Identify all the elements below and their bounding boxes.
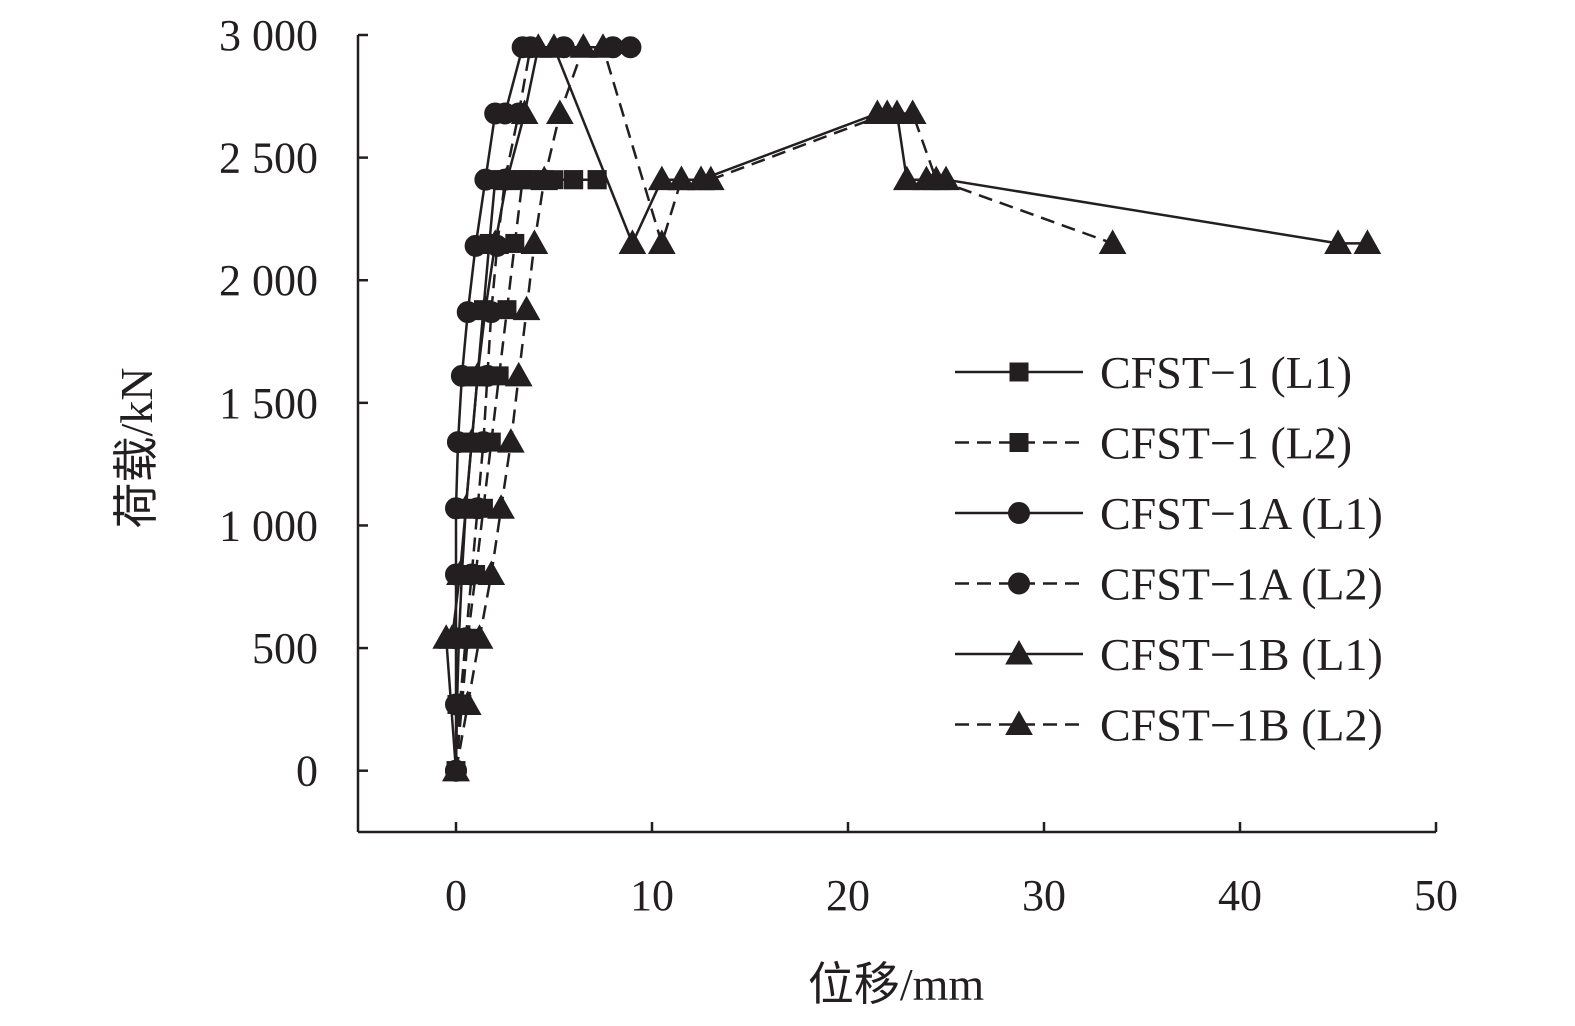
y-axis-title: 荷载/kN [111,368,162,529]
legend-marker [1009,362,1029,382]
legend-label: CFST−1A (L1) [1100,488,1383,539]
data-point [569,33,598,58]
data-point [922,165,951,191]
data-point [696,165,725,191]
data-point [457,428,486,453]
legend-label: CFST−1B (L1) [1100,629,1383,680]
y-axis: 0 500 1 000 1 500 2 000 2 500 3 000 [219,11,368,832]
data-point [647,165,676,191]
y-tick-label: 1 000 [219,501,318,550]
legend: CFST−1 (L1) CFST−1 (L2) CFST−1A (L1) CFST−1… [955,347,1383,751]
data-point [546,99,574,124]
y-tick-label: 500 [252,624,318,673]
data-point [505,233,525,253]
data-point [564,170,584,190]
data-point [540,33,568,58]
legend-marker [1008,572,1030,595]
data-point [510,99,539,124]
legend-item: CFST−1 (L2) [955,418,1352,469]
legend-item: CFST−1A (L2) [955,559,1383,610]
data-point [520,229,549,254]
data-point [530,165,559,191]
x-tick-label: 30 [1022,871,1066,920]
legend-item: CFST−1B (L1) [955,629,1383,680]
data-point [618,229,647,254]
data-point [667,165,696,191]
x-axis: 0 10 20 30 40 50 [358,822,1458,920]
legend-marker [1005,639,1033,665]
data-point [453,690,482,715]
data-point [497,428,525,453]
series-line [454,178,598,771]
x-tick-label: 40 [1218,871,1262,920]
legend-marker [1005,710,1033,735]
legend-label: CFST−1 (L2) [1100,418,1352,469]
data-point [619,36,642,59]
data-point [446,560,474,586]
series-line [454,46,631,771]
y-tick-label: 2 000 [219,256,318,305]
data-point [892,165,921,191]
data-point [487,494,515,519]
data-point [512,295,541,321]
data-point [898,99,927,124]
x-axis-title: 位移/mm [808,959,985,1010]
data-point [451,494,480,519]
legend-label: CFST−1B (L2) [1100,700,1383,751]
x-tick-label: 10 [630,871,674,920]
data-point [481,229,510,254]
legend-label: CFST−1 (L1) [1100,347,1352,398]
series-6 [442,33,1127,782]
y-tick-label: 3 000 [219,11,318,60]
data-point [647,229,676,254]
data-point [589,33,617,58]
x-tick-label: 0 [445,871,467,920]
data-point [463,361,492,387]
data-point [873,99,902,124]
data-point [1324,229,1352,254]
legend-item: CFST−1A (L1) [955,488,1383,539]
data-point [493,165,521,191]
y-tick-label: 2 500 [219,134,318,183]
legend-item: CFST−1 (L1) [955,347,1352,398]
data-point [477,560,506,586]
legend-marker [1008,502,1030,524]
data-point [1353,229,1382,254]
data-point [438,624,466,649]
data-point [474,168,497,191]
legend-item: CFST−1B (L2) [955,700,1383,751]
data-point [471,295,500,321]
legend-marker [1009,433,1029,452]
x-tick-label: 50 [1414,871,1458,920]
legend-label: CFST−1A (L2) [1100,559,1383,610]
data-point [1098,229,1127,254]
series-1 [446,170,607,781]
series-line [454,47,532,771]
series-2 [446,170,607,781]
y-tick-label: 0 [296,747,318,796]
plot-area [432,33,1382,782]
data-point [465,624,494,649]
x-tick-label: 20 [826,871,870,920]
data-point [504,361,533,387]
data-point [442,756,470,782]
y-tick-label: 1 500 [219,379,318,428]
series-line [454,178,598,771]
